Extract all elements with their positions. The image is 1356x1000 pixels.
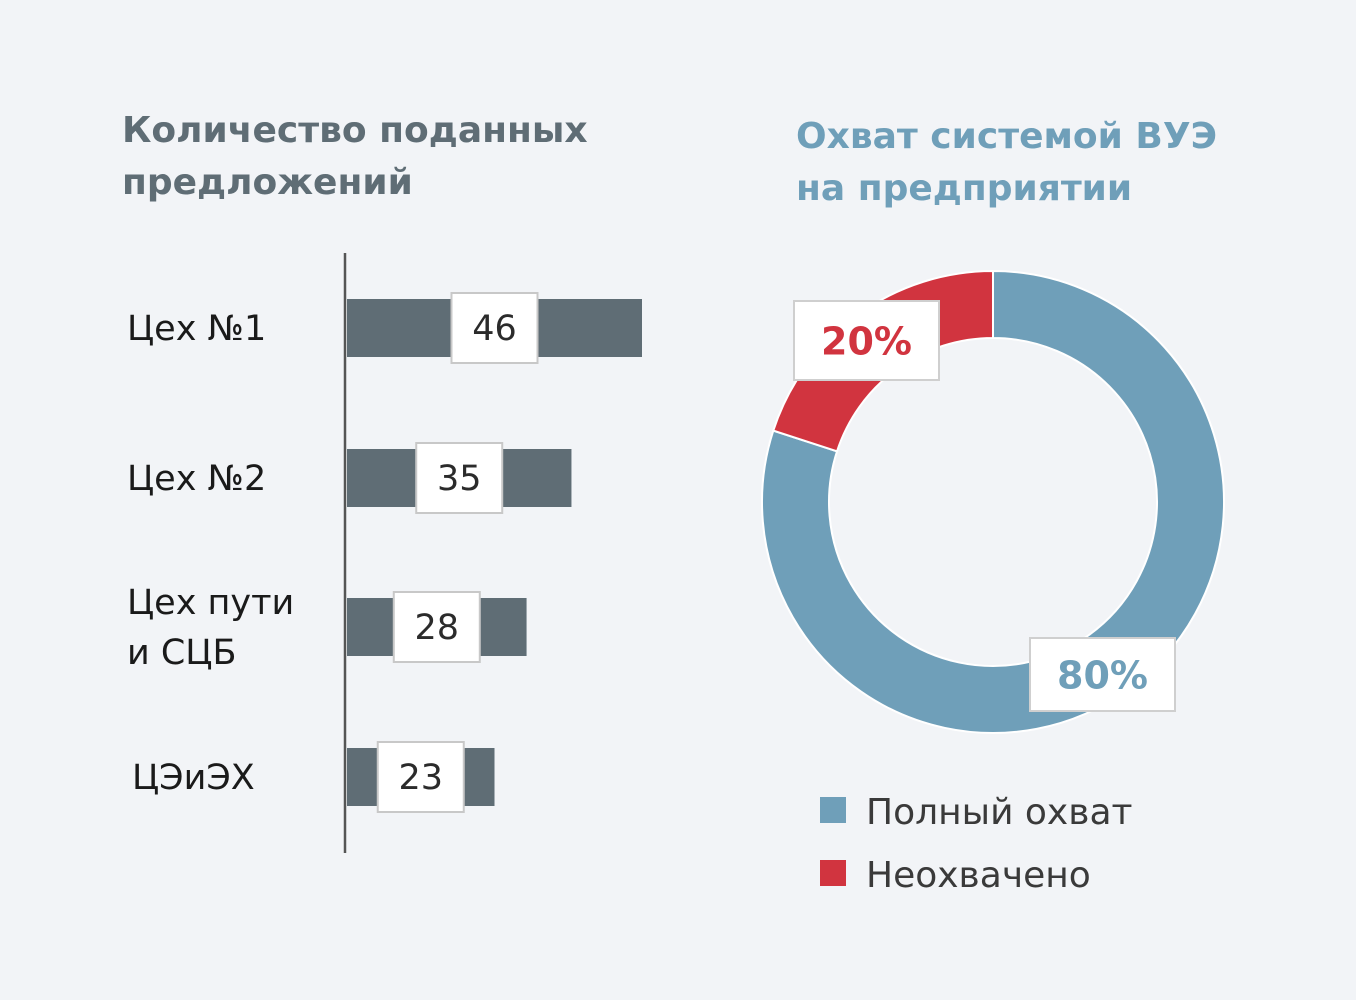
value-label-box [392, 591, 481, 663]
pct-label-box [1029, 637, 1176, 712]
value-label: 46 [472, 309, 517, 349]
bar-chart-title: Количество поданных предложений [122, 110, 588, 203]
value-label: 23 [398, 758, 443, 798]
title-line: на предприятии [796, 168, 1132, 209]
value-label-box [450, 292, 539, 364]
pct-label: 80% [1057, 654, 1148, 698]
legend-swatch [820, 797, 846, 823]
title-line: Охват системой ВУЭ [796, 116, 1217, 157]
donut-legend: Полный охват Неохвачено [820, 792, 1132, 896]
value-label: 28 [415, 608, 460, 648]
value-label-box [415, 442, 504, 514]
donut-chart-title: Охват системой ВУЭ на предприятии [796, 116, 1217, 209]
bar-chart: 46 Цех №1 35 Цех №2 28 Цех пути и СЦБ 23 ЦЭиЭХ [127, 292, 642, 813]
category-label: Цех №1 [127, 309, 266, 349]
pct-label-box [793, 300, 940, 381]
title-line: Количество поданных [122, 110, 588, 151]
category-label: ЦЭиЭХ [132, 758, 255, 798]
legend-label: Полный охват [866, 792, 1132, 833]
donut-slice [761, 269, 1225, 734]
category-label: Цех №2 [127, 459, 266, 499]
legend-swatch [820, 860, 846, 886]
donut-chart: 80% 20% [761, 269, 1225, 734]
title-line: предложений [122, 162, 413, 203]
value-label-box [376, 741, 465, 813]
pct-label: 20% [821, 320, 912, 364]
legend-label: Неохвачено [866, 855, 1091, 896]
category-label: Цех пути и СЦБ [127, 583, 294, 673]
value-label: 35 [437, 459, 482, 499]
